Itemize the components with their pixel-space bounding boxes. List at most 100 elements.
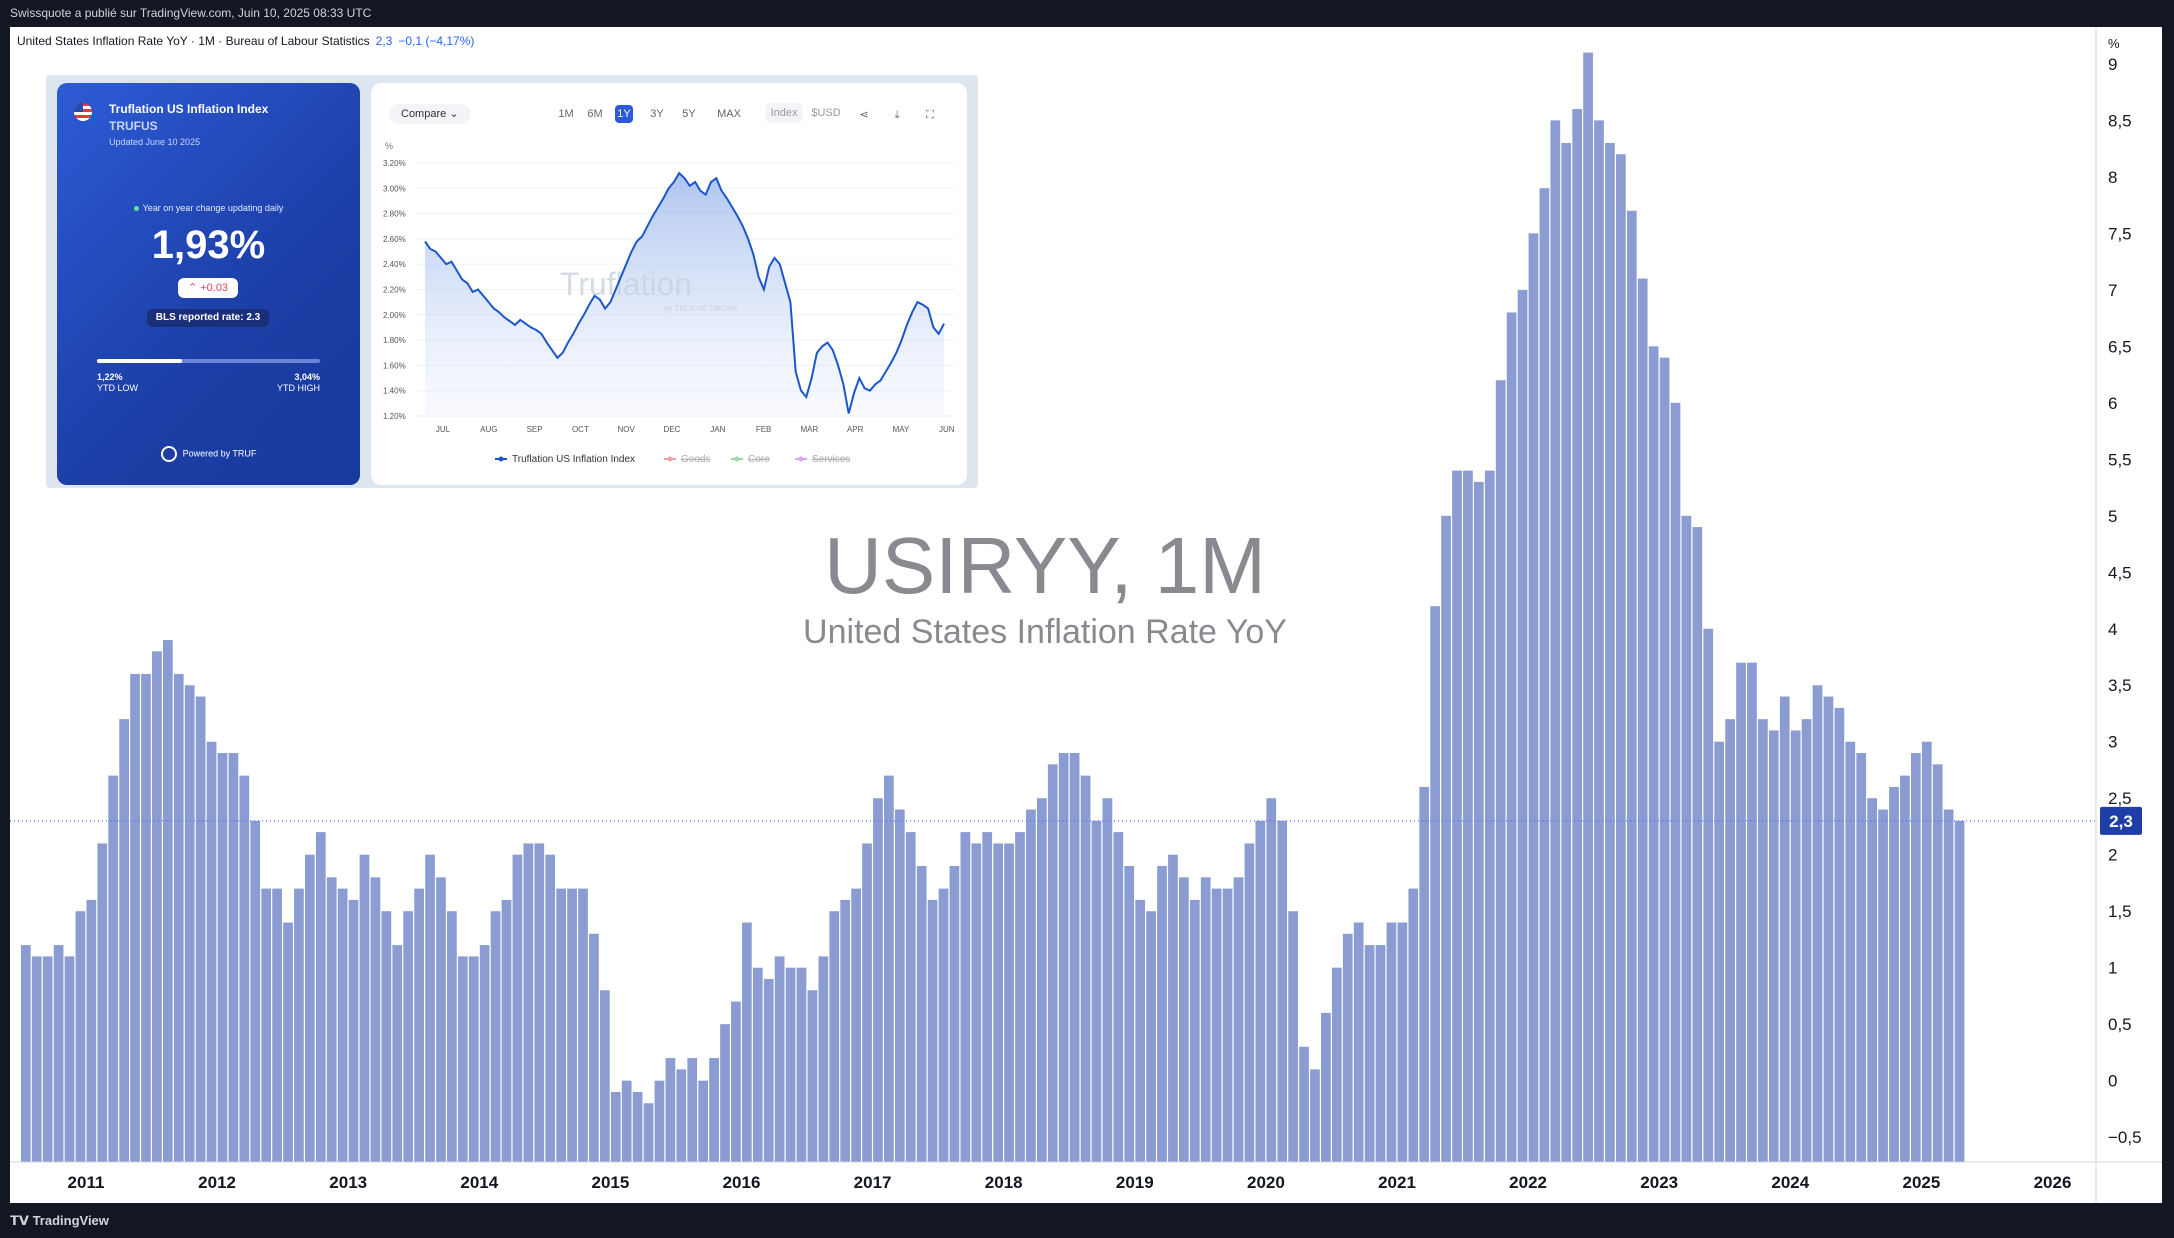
bar — [916, 866, 927, 1162]
mini-x-tick: SEP — [527, 425, 543, 434]
x-tick-label: 2019 — [1116, 1173, 1154, 1192]
arrow-up-icon: ⌃ — [187, 282, 198, 294]
x-tick-label: 2015 — [591, 1173, 629, 1192]
bar — [1670, 402, 1681, 1163]
mini-legend-item: Core — [731, 454, 770, 465]
bar — [1080, 775, 1091, 1162]
published-text: Swissquote a publié sur TradingView.com,… — [10, 6, 372, 20]
yoy-label: Year on year change updating daily — [57, 203, 360, 213]
bar — [796, 967, 807, 1162]
chart-legend[interactable]: United States Inflation Rate YoY · 1M · … — [17, 34, 474, 48]
compare-label: Compare — [401, 108, 447, 120]
bar — [1419, 786, 1430, 1162]
bar — [272, 888, 282, 1162]
mini-legend-dot — [498, 456, 504, 462]
bar — [578, 888, 588, 1162]
legend-value: 2,3 — [375, 34, 393, 48]
share-icon[interactable]: ⋖ — [859, 109, 869, 121]
mini-legend-item: Truflation US Inflation Index — [495, 454, 635, 465]
range-5y[interactable]: 5Y — [682, 108, 696, 120]
mini-x-tick: AUG — [480, 425, 497, 434]
y-tick-label: 2 — [2108, 846, 2117, 865]
y-tick-label: 1,5 — [2108, 902, 2132, 921]
x-tick-label: 2012 — [198, 1173, 236, 1192]
unit-index[interactable]: Index — [766, 103, 802, 123]
bar — [884, 775, 894, 1162]
bar — [75, 911, 86, 1162]
bar — [1932, 764, 1943, 1162]
bar — [1954, 820, 1965, 1162]
bar — [1179, 877, 1189, 1162]
x-tick-label: 2023 — [1640, 1173, 1678, 1192]
bar — [228, 753, 239, 1162]
bar — [1310, 1069, 1320, 1162]
us-flag-icon — [74, 103, 92, 121]
mini-x-tick: MAY — [893, 425, 910, 434]
ytd-high: 3,04% YTD HIGH — [277, 372, 320, 394]
range-1m[interactable]: 1M — [558, 108, 574, 120]
bar — [1430, 606, 1440, 1162]
bar — [763, 978, 774, 1162]
mini-legend-dot — [667, 456, 673, 462]
bar — [567, 888, 577, 1162]
bar — [1747, 662, 1757, 1162]
bar — [1069, 753, 1080, 1162]
range-1y[interactable]: 1Y — [615, 105, 633, 123]
bar — [1364, 945, 1375, 1162]
mini-x-tick: JAN — [710, 425, 725, 434]
x-tick-label: 2025 — [1902, 1173, 1940, 1192]
bar — [86, 899, 97, 1162]
legend-change: −0,1 (−4,17%) — [398, 34, 475, 48]
compare-dropdown[interactable]: Compare ⌄ — [389, 104, 471, 124]
bar — [1408, 888, 1419, 1162]
x-tick-label: 2026 — [2034, 1173, 2072, 1192]
y-tick-label: 5,5 — [2108, 450, 2132, 469]
mini-legend-label: Services — [812, 454, 850, 465]
bar — [632, 1091, 643, 1162]
tradingview-logo[interactable]: 𝗧𝗩 TradingView — [10, 1203, 109, 1238]
chevron-down-icon: ⌄ — [449, 108, 459, 120]
bar — [1659, 357, 1670, 1162]
bar — [1026, 809, 1036, 1162]
bar — [1910, 753, 1921, 1162]
bar — [1943, 809, 1954, 1162]
bar — [337, 888, 348, 1162]
bar — [709, 1058, 719, 1162]
bar — [1714, 741, 1725, 1162]
y-tick-label: 4 — [2108, 620, 2117, 639]
bar — [1200, 877, 1211, 1162]
powered-by: Powered by TRUF — [57, 446, 360, 462]
mini-x-tick: NOV — [618, 425, 636, 434]
bar — [1047, 764, 1058, 1162]
right-border — [2162, 27, 2174, 1203]
last-value-badge — [2100, 806, 2142, 835]
bar — [173, 673, 184, 1162]
x-tick-label: 2018 — [985, 1173, 1023, 1192]
range-max[interactable]: MAX — [717, 108, 741, 120]
mini-y-tick: 2.20% — [383, 286, 406, 295]
bar — [326, 877, 337, 1162]
range-3y[interactable]: 3Y — [650, 108, 664, 120]
unit-usd[interactable]: $USD — [811, 107, 841, 119]
ytd-low-label: YTD LOW — [97, 383, 139, 393]
bar — [1637, 278, 1648, 1162]
bar — [414, 888, 424, 1162]
truflation-card: Truflation US Inflation Index TRUFUS Upd… — [57, 83, 360, 485]
delta-value: +0.03 — [200, 282, 229, 294]
bar — [1168, 854, 1178, 1162]
bar — [1386, 922, 1397, 1162]
mini-x-tick: MAR — [801, 425, 819, 434]
fullscreen-icon[interactable]: ⛶ — [926, 109, 934, 121]
y-tick-label: 3,5 — [2108, 676, 2132, 695]
mini-y-tick: 3.00% — [383, 184, 406, 193]
y-tick-label: 9 — [2108, 55, 2117, 74]
y-tick-label: 0 — [2108, 1072, 2117, 1091]
bar — [643, 1103, 654, 1162]
bar — [217, 753, 228, 1162]
bar — [818, 956, 829, 1162]
bar — [436, 877, 446, 1162]
bar — [840, 899, 851, 1162]
range-6m[interactable]: 6M — [587, 108, 603, 120]
bar — [1823, 696, 1834, 1162]
download-icon[interactable]: ⤓ — [894, 109, 900, 121]
